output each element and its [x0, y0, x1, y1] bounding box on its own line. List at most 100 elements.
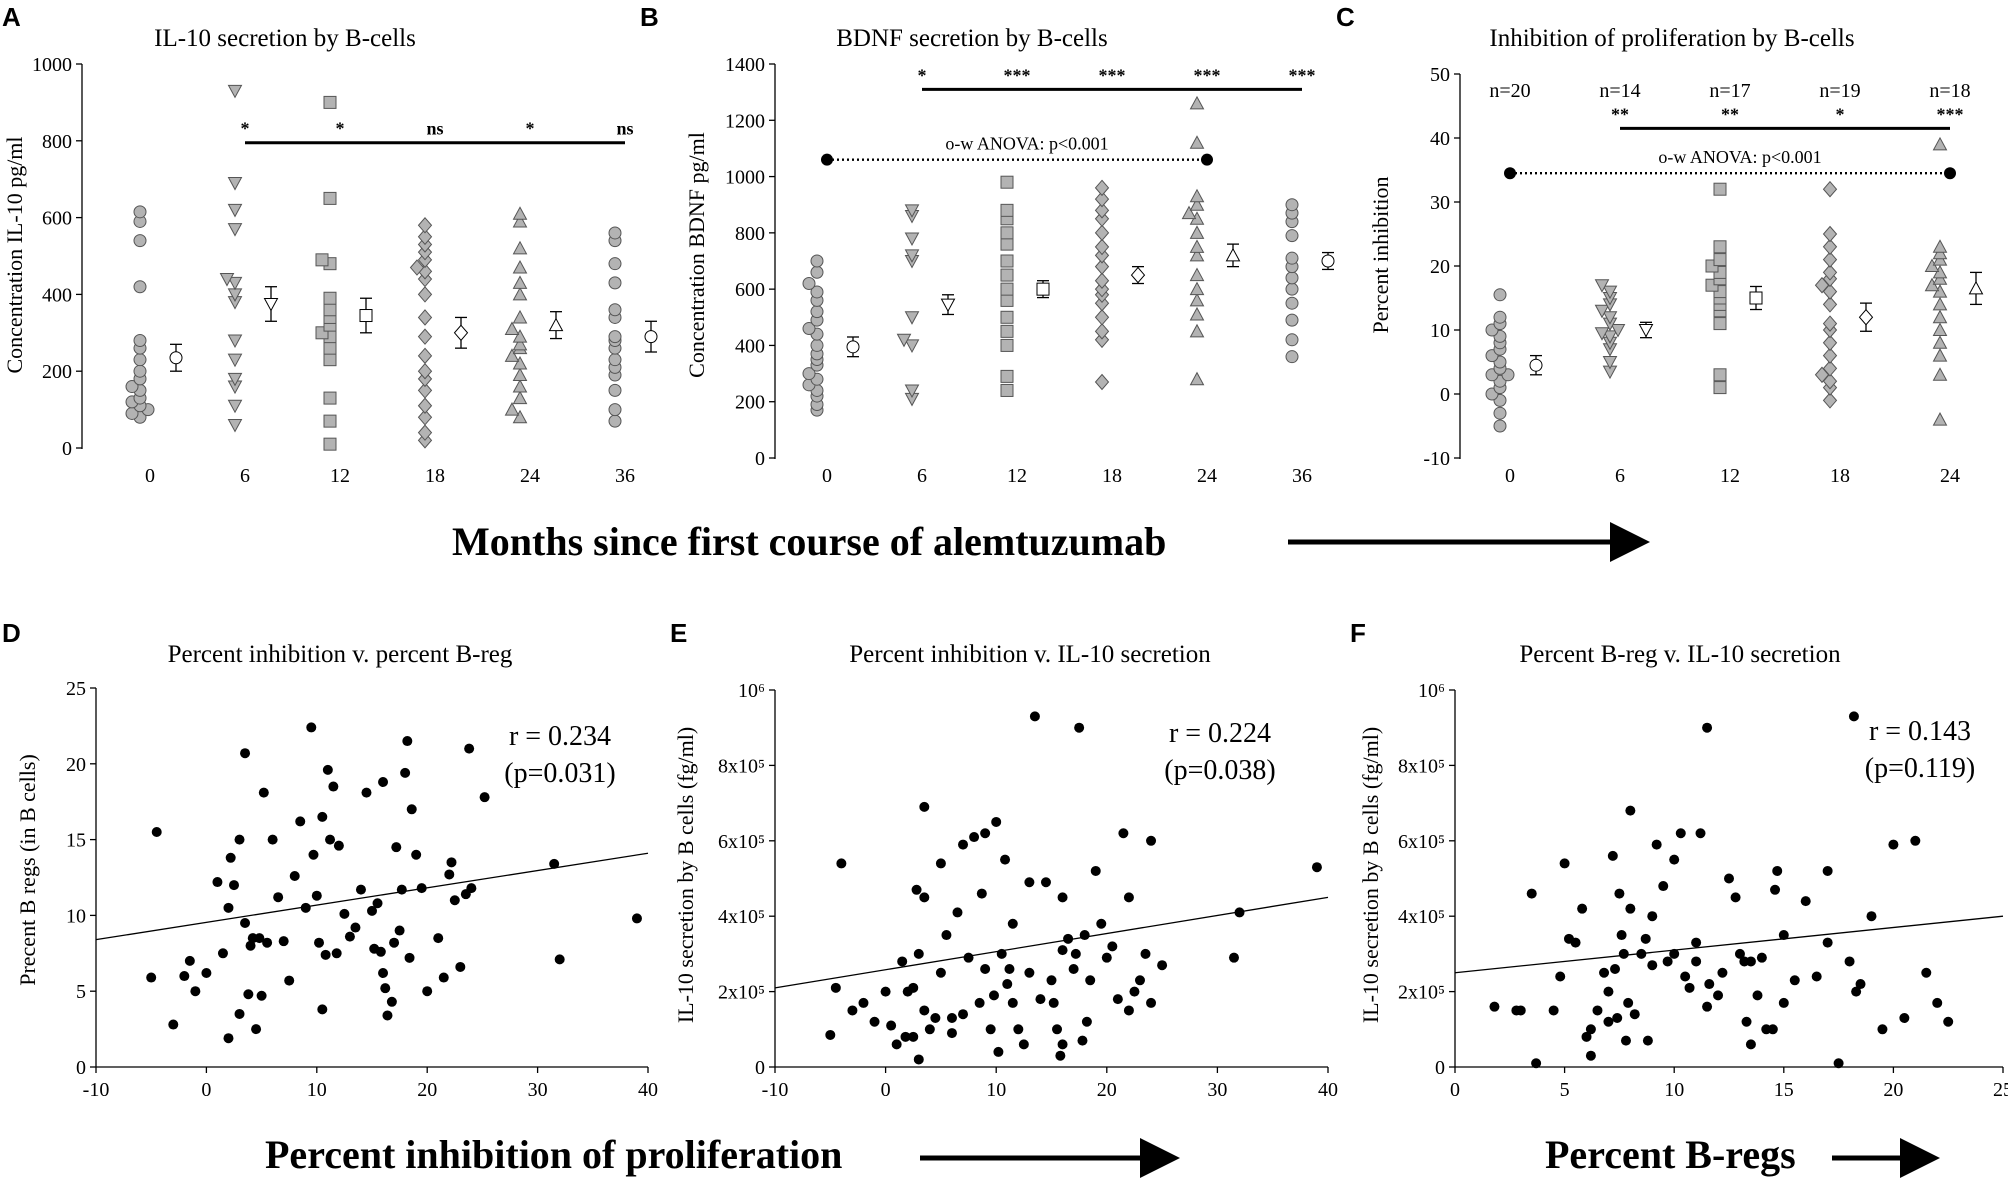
data-point	[406, 804, 417, 815]
data-point	[1585, 1050, 1596, 1061]
y-tick-label: 0	[1435, 1057, 1445, 1079]
correlation-r: r = 0.224	[1169, 718, 1271, 749]
y-tick-label: 1000	[725, 167, 765, 189]
data-point	[935, 967, 946, 978]
data-point	[1614, 888, 1625, 899]
y-tick-label: 800	[735, 223, 765, 245]
data-point	[847, 1005, 858, 1016]
x-tick-label: 0	[1505, 465, 1515, 487]
data-point	[1189, 135, 1205, 149]
x-tick-label: 15	[1774, 1079, 1794, 1101]
y-tick-label: -10	[1423, 448, 1450, 470]
data-point	[904, 339, 920, 353]
n-label: n=18	[1929, 80, 1970, 102]
data-point	[1603, 986, 1614, 997]
data-point	[549, 858, 560, 869]
y-tick-label: 0	[755, 1057, 765, 1079]
data-point	[512, 275, 528, 289]
data-point	[1090, 865, 1101, 876]
data-point	[1515, 1005, 1526, 1016]
correlation-p: (p=0.119)	[1865, 753, 1975, 784]
data-point	[227, 223, 243, 237]
data-point	[1822, 937, 1833, 948]
data-point	[924, 1024, 935, 1035]
data-point	[1822, 238, 1838, 256]
y-tick-label: 2x10⁵	[718, 982, 765, 1004]
x-tick-label: 30	[528, 1079, 548, 1101]
panel-B: B BDNF secretion by B-cells Concentratio…	[640, 2, 1335, 487]
data-point	[1822, 225, 1838, 243]
data-point	[243, 989, 254, 1000]
data-point	[1629, 1009, 1640, 1020]
regression-line	[1454, 915, 2004, 974]
data-point	[417, 328, 433, 345]
data-point	[263, 298, 279, 312]
x-tick-label: 24	[520, 465, 540, 487]
data-point	[1118, 828, 1129, 839]
n-label: n=19	[1819, 80, 1860, 102]
data-point	[935, 858, 946, 869]
data-point	[830, 982, 841, 993]
data-point	[880, 986, 891, 997]
data-point	[1577, 903, 1588, 914]
data-point	[512, 355, 528, 370]
data-point	[417, 286, 433, 303]
x-tick-label: -10	[762, 1079, 789, 1101]
data-point	[1910, 835, 1921, 846]
data-point	[227, 372, 243, 387]
data-point	[323, 341, 337, 355]
data-point	[802, 322, 816, 336]
data-point	[1094, 247, 1110, 264]
data-point	[1855, 979, 1866, 990]
data-point	[1745, 1039, 1756, 1050]
data-point	[391, 842, 402, 853]
data-point	[133, 234, 147, 248]
data-point	[417, 347, 433, 365]
data-point	[1592, 1005, 1603, 1016]
data-point	[1741, 1016, 1752, 1027]
n-label: n=14	[1599, 80, 1640, 102]
panel-label: A	[2, 2, 21, 32]
data-point	[1642, 1035, 1653, 1046]
data-point	[825, 1029, 836, 1040]
data-point	[1285, 296, 1299, 310]
data-point	[1899, 1012, 1910, 1023]
data-point	[201, 968, 212, 979]
data-point	[911, 884, 922, 895]
data-point	[1658, 881, 1669, 892]
data-point	[367, 905, 377, 916]
data-point	[810, 305, 824, 319]
data-point	[1822, 180, 1838, 198]
panel-D: D Percent inhibition v. percent B-reg Pr…	[2, 618, 658, 1101]
y-tick-label: 50	[1430, 64, 1450, 86]
data-point	[1134, 975, 1145, 986]
data-point	[417, 409, 433, 426]
data-point	[1285, 313, 1299, 327]
data-point	[1000, 383, 1014, 397]
y-axis-label: IL-10 secretion by B cells (fg/ml)	[673, 727, 698, 1023]
data-point	[904, 204, 920, 218]
data-point	[317, 1004, 328, 1015]
data-point	[1822, 392, 1838, 409]
chart-title: BDNF secretion by B-cells	[836, 25, 1107, 52]
x-tick-label: 40	[638, 1079, 658, 1101]
data-point	[466, 883, 477, 894]
row-bottom-caption: Percent inhibition of proliferation Perc…	[265, 1132, 1940, 1178]
data-point	[1024, 967, 1035, 978]
data-point	[1048, 997, 1059, 1008]
y-tick-label: 1000	[32, 54, 72, 76]
data-point	[323, 353, 337, 367]
panel-E: E Percent inhibition v. IL-10 secretion …	[670, 618, 1338, 1101]
data-point	[1013, 1024, 1024, 1035]
data-point	[1000, 175, 1014, 189]
data-point	[1594, 327, 1610, 341]
data-point	[295, 816, 306, 827]
data-point	[608, 383, 622, 397]
x-tick-label: 10	[307, 1079, 327, 1101]
data-point	[512, 286, 528, 301]
data-point	[988, 990, 999, 1001]
y-tick-label: 800	[42, 131, 72, 153]
data-point	[190, 986, 201, 997]
